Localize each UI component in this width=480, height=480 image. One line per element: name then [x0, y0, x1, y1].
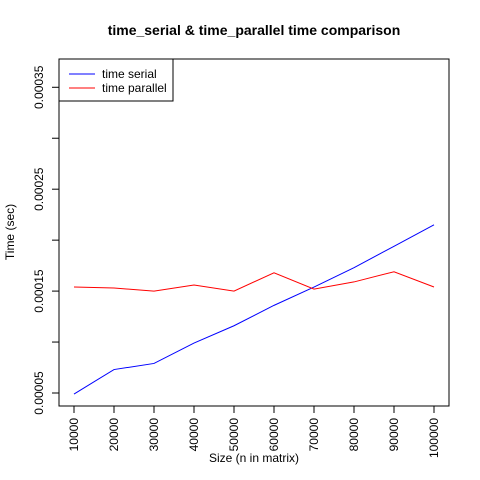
x-tick-label-3: 40000 — [187, 418, 201, 452]
x-axis: 10000 20000 30000 40000 50000 60000 70000 80000… — [67, 406, 441, 458]
legend: time serial time parallel — [58, 58, 174, 102]
x-tick-label-7: 80000 — [347, 418, 361, 452]
y-axis-label: Time (sec) — [3, 204, 17, 260]
y-tick-label-0: 0.00005 — [32, 371, 46, 415]
series-layer — [73, 224, 435, 395]
x-tick-label-5: 60000 — [267, 418, 281, 452]
chart-title: time_serial & time_parallel time compari… — [108, 22, 401, 38]
y-tick-label-3: 0.00035 — [32, 65, 46, 109]
x-tick-label-6: 70000 — [307, 418, 321, 452]
series-line-parallel — [73, 271, 435, 292]
legend-label-serial: time serial — [102, 67, 157, 81]
y-axis: 0.00005 0.00015 0.00025 0.00035 — [32, 65, 59, 415]
x-tick-label-8: 90000 — [387, 418, 401, 452]
x-tick-label-0: 10000 — [67, 418, 81, 452]
x-tick-label-4: 50000 — [227, 418, 241, 452]
legend-box — [58, 58, 174, 102]
y-tick-label-1: 0.00015 — [32, 269, 46, 313]
legend-label-parallel: time parallel — [102, 81, 167, 95]
x-tick-label-9: 100000 — [427, 418, 441, 458]
x-tick-label-1: 20000 — [107, 418, 121, 452]
y-tick-label-2: 0.00025 — [32, 167, 46, 211]
x-axis-label: Size (n in matrix) — [209, 451, 299, 465]
x-tick-label-2: 30000 — [147, 418, 161, 452]
plot-frame — [58, 58, 450, 407]
series-line-serial — [73, 224, 435, 395]
